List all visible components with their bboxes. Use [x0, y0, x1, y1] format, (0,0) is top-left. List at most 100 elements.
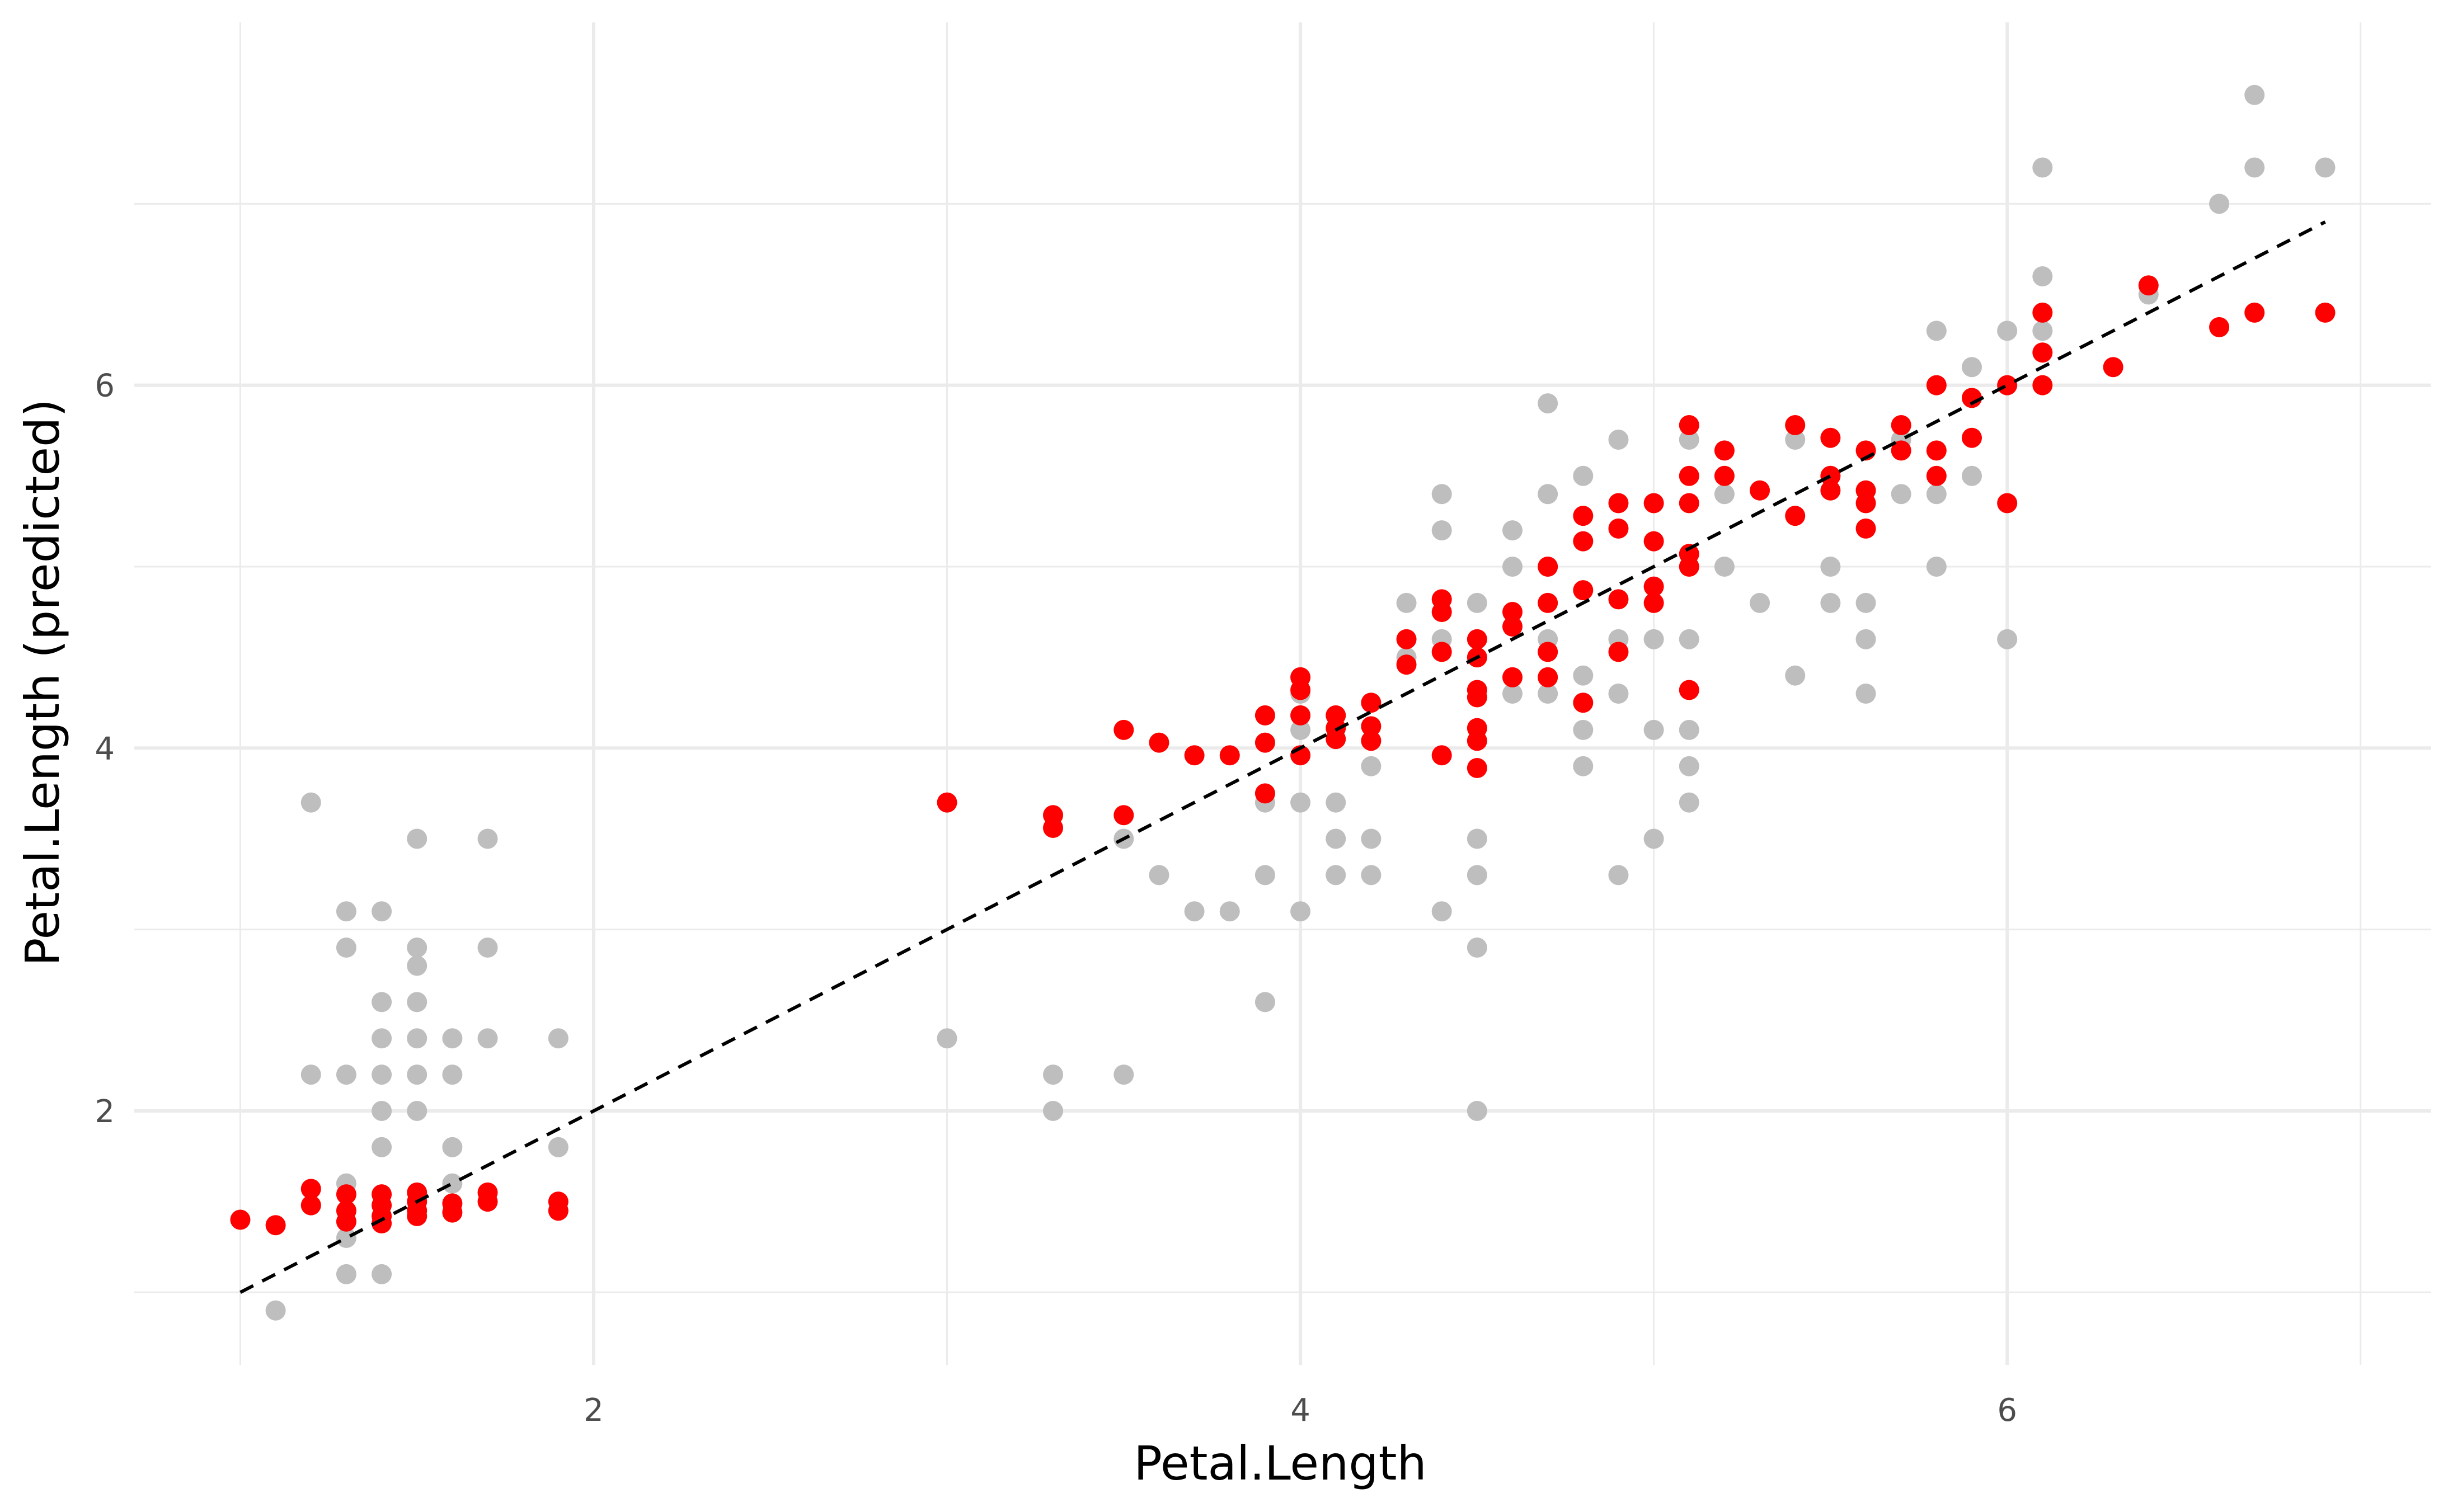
red-point	[1538, 667, 1558, 687]
red-point	[1113, 805, 1134, 826]
red-point	[1679, 415, 1699, 435]
red-point	[1855, 493, 1876, 514]
red-point	[1679, 465, 1699, 486]
red-point	[1962, 427, 1982, 448]
gray-point	[1820, 592, 1841, 613]
red-point	[372, 1213, 392, 1234]
red-point	[1926, 375, 1947, 395]
red-point	[2138, 275, 2159, 296]
red-point	[477, 1191, 498, 1212]
red-point	[1290, 680, 1311, 700]
gray-point	[1467, 865, 1487, 885]
red-point	[1926, 440, 1947, 461]
gray-point	[548, 1028, 568, 1049]
red-point	[1785, 506, 1806, 526]
red-point	[1643, 493, 1664, 514]
gray-point	[1149, 865, 1169, 885]
gray-point	[1502, 520, 1523, 541]
red-point	[1997, 493, 2018, 514]
gray-point	[1290, 719, 1311, 740]
gray-point	[548, 1137, 568, 1157]
x-axis-title: Petal.Length	[1134, 1436, 1427, 1491]
gray-point	[1679, 629, 1699, 649]
red-point	[1608, 642, 1629, 662]
gray-point	[1467, 592, 1487, 613]
red-point	[336, 1211, 356, 1232]
gray-point	[477, 828, 498, 849]
gray-points	[230, 84, 2336, 1321]
red-point	[1926, 465, 1947, 486]
gray-point	[1467, 828, 1487, 849]
gray-point	[1608, 865, 1629, 885]
gray-point	[442, 1173, 463, 1194]
red-point	[1573, 580, 1594, 601]
red-point	[2032, 375, 2053, 395]
gray-point	[407, 955, 427, 976]
gray-point	[2032, 266, 2053, 287]
red-point	[2244, 302, 2265, 323]
gray-point	[1431, 484, 1452, 505]
gray-point	[407, 938, 427, 958]
gray-point	[1573, 665, 1594, 686]
gray-point	[1679, 719, 1699, 740]
gray-point	[1785, 665, 1806, 686]
gray-point	[1573, 719, 1594, 740]
red-point	[1608, 518, 1629, 539]
red-point	[1643, 576, 1664, 597]
gray-point	[1608, 429, 1629, 450]
gray-point	[372, 992, 392, 1012]
gray-point	[1643, 719, 1664, 740]
gray-point	[336, 1064, 356, 1085]
gray-point	[442, 1028, 463, 1049]
gray-point	[1679, 429, 1699, 450]
red-point	[2032, 342, 2053, 363]
red-point	[265, 1215, 286, 1236]
red-point	[1643, 531, 1664, 552]
y-axis-ticks: 2 4 6	[95, 368, 115, 1130]
gray-point	[442, 1137, 463, 1157]
gray-point	[1714, 556, 1735, 577]
gray-point	[1431, 520, 1452, 541]
gray-point	[1396, 592, 1417, 613]
y-tick-label: 4	[95, 731, 115, 767]
gray-point	[1679, 756, 1699, 776]
gray-point	[1290, 901, 1311, 922]
red-point	[1538, 592, 1558, 613]
y-tick-label: 2	[95, 1094, 115, 1130]
red-point	[1396, 629, 1417, 649]
red-point	[1219, 745, 1240, 766]
red-point	[1538, 642, 1558, 662]
gray-point	[1502, 556, 1523, 577]
gray-point	[1643, 828, 1664, 849]
gray-point	[372, 1137, 392, 1157]
major-gridlines	[134, 22, 2431, 1365]
red-point	[1043, 818, 1063, 838]
gray-point	[1926, 484, 1947, 505]
red-point	[548, 1200, 568, 1221]
gray-point	[1750, 592, 1770, 613]
gray-point	[336, 1264, 356, 1284]
x-tick-label: 6	[1997, 1392, 2017, 1429]
gray-point	[1502, 684, 1523, 704]
gray-point	[1467, 1100, 1487, 1121]
red-point	[1538, 556, 1558, 577]
gray-point	[1254, 992, 1275, 1012]
red-point	[1502, 667, 1523, 687]
gray-point	[1855, 629, 1876, 649]
red-point	[1891, 440, 1911, 461]
gray-point	[407, 1064, 427, 1085]
gray-point	[1608, 684, 1629, 704]
red-point	[1608, 589, 1629, 610]
red-point	[1891, 415, 1911, 435]
gray-point	[1326, 792, 1346, 813]
x-axis-ticks: 2 4 6	[584, 1392, 2017, 1429]
gray-point	[2244, 157, 2265, 178]
red-point	[1396, 654, 1417, 675]
gray-point	[2032, 321, 2053, 341]
gray-point	[1891, 484, 1911, 505]
gray-point	[2209, 194, 2230, 214]
red-point	[1326, 729, 1346, 750]
red-point	[1573, 531, 1594, 552]
gray-point	[407, 1100, 427, 1121]
red-point	[1431, 602, 1452, 623]
